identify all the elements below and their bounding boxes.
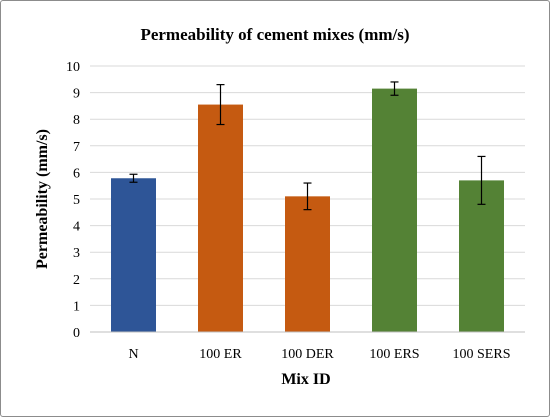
y-tick-label: 8 (73, 113, 80, 128)
x-tick-label: 100 SERS (453, 347, 511, 362)
bar-2 (285, 196, 330, 332)
y-tick-label: 4 (73, 220, 80, 235)
y-tick-label: 3 (73, 246, 80, 261)
chart-title: Permeability of cement mixes (mm/s) (140, 25, 409, 44)
x-tick-label: 100 ERS (369, 347, 419, 362)
y-tick-label: 7 (73, 140, 80, 155)
bar-0 (111, 178, 156, 332)
x-axis-title: Mix ID (281, 371, 330, 388)
x-tick-label: 100 DER (281, 347, 334, 362)
y-tick-label: 1 (73, 299, 80, 314)
y-tick-label: 2 (73, 273, 80, 288)
x-axis-ticks: N 100 ER 100 DER 100 ERS 100 SERS (128, 347, 510, 362)
bar-4 (459, 180, 504, 332)
y-tick-label: 6 (73, 166, 80, 181)
y-tick-label: 5 (73, 193, 80, 208)
y-tick-label: 10 (66, 60, 80, 75)
y-axis-ticks: 0 1 2 3 4 5 6 7 8 9 10 (66, 60, 80, 341)
error-bars-group (129, 81, 486, 211)
y-axis-title: Permeability (mm/s) (34, 129, 51, 269)
bar-3 (372, 88, 417, 332)
x-tick-label: 100 ER (199, 347, 242, 362)
x-tick-label: N (128, 347, 138, 362)
y-tick-label: 9 (73, 87, 80, 102)
gridlines (90, 65, 525, 306)
y-tick-label: 0 (73, 326, 80, 341)
bars-group (111, 88, 504, 332)
bar-1 (198, 104, 243, 332)
